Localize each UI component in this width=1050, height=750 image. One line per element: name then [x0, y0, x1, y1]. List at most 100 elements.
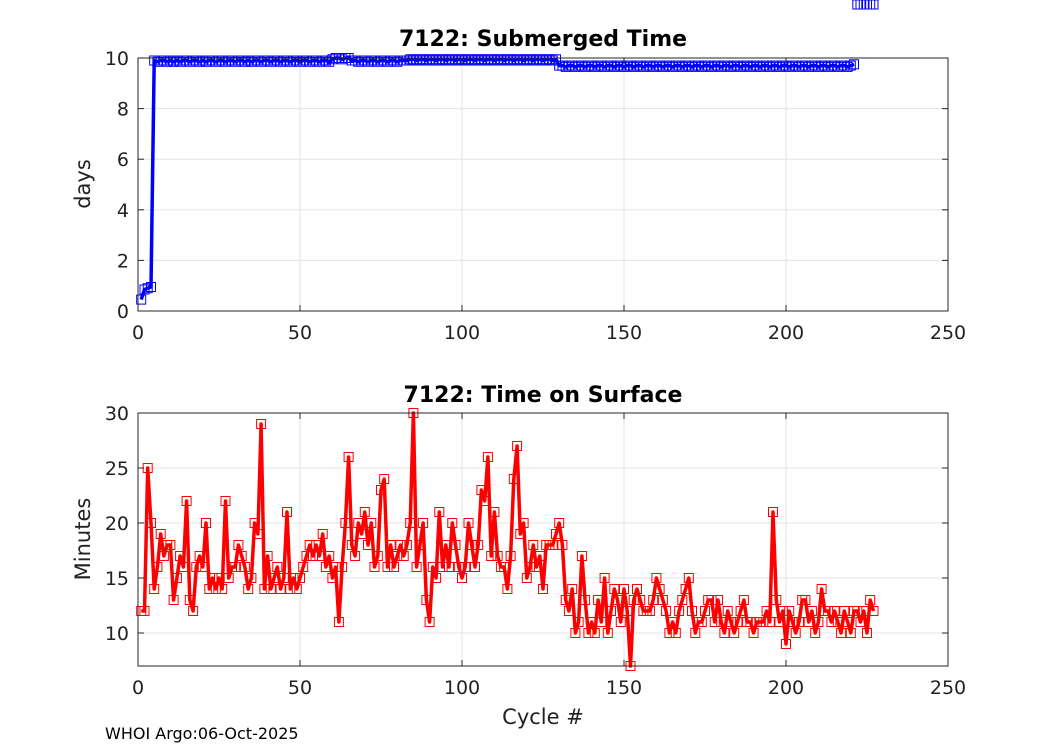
data-point	[735, 61, 746, 72]
chart-title: 7122: Time on Surface	[404, 383, 683, 408]
data-point	[508, 474, 519, 484]
data-point	[320, 55, 331, 66]
data-point	[239, 562, 250, 572]
data-point	[197, 55, 208, 66]
data-point	[230, 562, 241, 572]
data-point	[758, 617, 769, 627]
data-point	[447, 54, 458, 65]
data-point	[525, 54, 535, 65]
data-point	[155, 529, 166, 539]
data-point	[372, 56, 383, 67]
data-point	[340, 518, 351, 528]
data-point	[706, 595, 717, 605]
data-point	[580, 61, 591, 72]
data-point	[855, 617, 866, 627]
data-point	[738, 595, 749, 605]
data-point	[269, 573, 280, 583]
data-point	[823, 61, 834, 72]
data-point	[201, 518, 211, 528]
data-point	[243, 55, 254, 66]
data-point	[363, 56, 373, 67]
data-point	[755, 61, 766, 72]
y-tick-label: 4	[117, 200, 129, 222]
data-point	[392, 56, 403, 67]
data-point	[389, 55, 399, 66]
x-tick-label: 150	[606, 677, 642, 699]
data-point	[602, 628, 613, 638]
data-point	[482, 452, 493, 462]
data-point	[431, 573, 442, 583]
data-point	[311, 55, 322, 66]
x-tick-label: 150	[606, 322, 642, 344]
data-point	[664, 628, 675, 638]
data-point	[191, 55, 202, 66]
data-point	[528, 55, 539, 66]
data-point	[784, 61, 795, 72]
data-point	[768, 507, 778, 517]
data-point	[648, 61, 659, 72]
data-point	[444, 562, 454, 572]
data-point	[353, 518, 364, 528]
data-point	[175, 551, 186, 561]
data-point	[839, 606, 850, 616]
data-point	[486, 551, 497, 561]
data-point	[320, 562, 331, 572]
data-point	[210, 584, 221, 594]
data-point	[803, 617, 814, 627]
data-point	[499, 55, 510, 66]
data-point	[311, 540, 322, 550]
data-point	[466, 54, 477, 65]
data-point	[421, 55, 432, 66]
data-point	[670, 628, 681, 638]
data-point	[314, 56, 325, 67]
data-point	[648, 595, 659, 605]
data-point	[781, 639, 791, 649]
data-point	[690, 628, 701, 638]
data-point	[836, 628, 847, 638]
data-point	[696, 61, 707, 72]
data-point	[862, 628, 872, 638]
y-tick-label: 2	[117, 250, 129, 272]
data-point	[139, 606, 150, 616]
data-point	[256, 56, 267, 67]
data-point	[282, 507, 292, 517]
data-point	[784, 606, 795, 616]
data-point	[683, 573, 694, 583]
data-point	[508, 55, 519, 66]
data-point	[184, 595, 195, 605]
data-point	[810, 60, 821, 71]
data-point	[476, 485, 487, 495]
data-point	[855, 0, 866, 10]
y-tick-label: 0	[117, 301, 129, 323]
y-tick-label: 30	[105, 403, 129, 425]
data-point	[214, 573, 224, 583]
y-tick-label: 25	[105, 458, 129, 480]
data-point	[703, 60, 714, 71]
data-point	[223, 573, 234, 583]
data-point	[554, 518, 565, 528]
data-point	[414, 540, 425, 550]
data-point	[457, 573, 467, 583]
data-point	[366, 518, 377, 528]
data-point	[369, 55, 380, 66]
data-point	[369, 562, 380, 572]
data-point	[184, 56, 195, 67]
x-tick-label: 0	[132, 677, 144, 699]
data-point	[236, 551, 247, 561]
data-point	[787, 617, 798, 627]
data-point	[385, 540, 396, 550]
data-point	[262, 551, 273, 561]
data-point	[440, 55, 451, 66]
data-point	[826, 617, 837, 627]
data-point	[609, 584, 620, 594]
data-point	[437, 562, 448, 572]
data-point	[674, 60, 685, 71]
data-point	[709, 617, 720, 627]
data-point	[576, 60, 587, 71]
y-tick-label: 15	[105, 568, 129, 590]
data-point	[761, 606, 772, 616]
data-point	[790, 60, 801, 71]
data-point	[583, 628, 594, 638]
data-point	[800, 595, 811, 605]
data-point	[447, 518, 458, 528]
